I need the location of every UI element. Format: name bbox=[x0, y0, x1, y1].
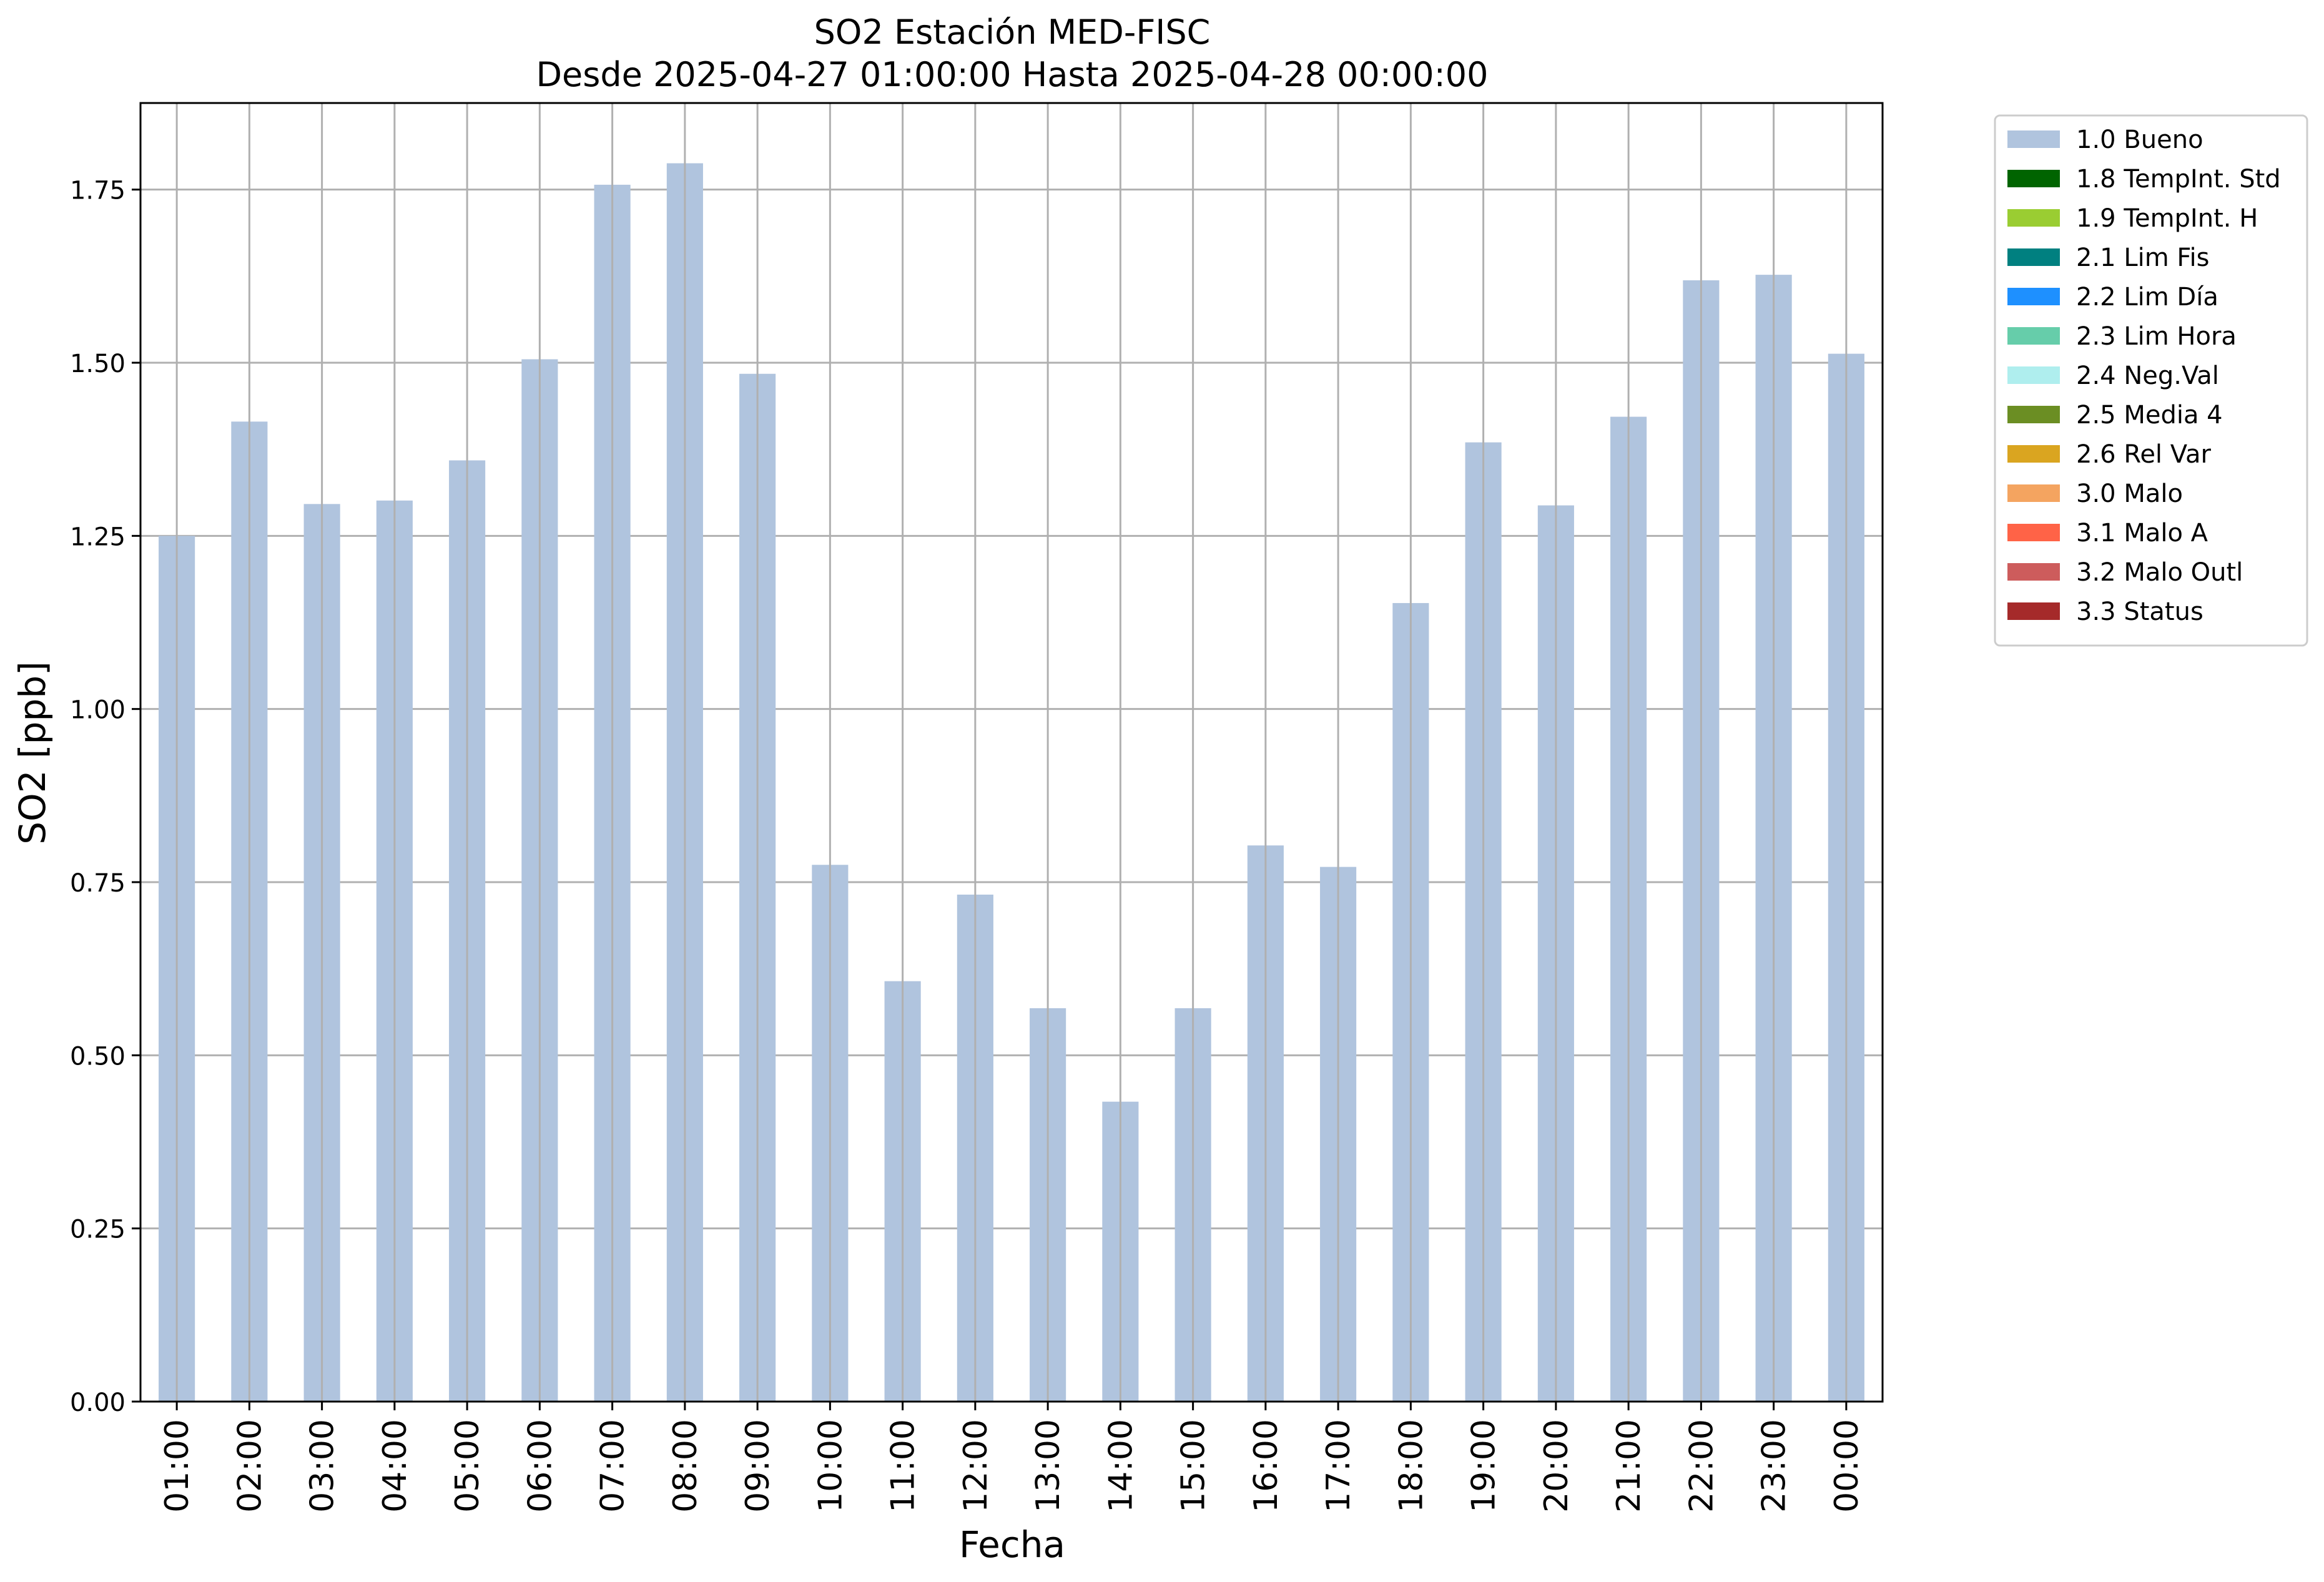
legend-swatch bbox=[2007, 484, 2060, 502]
legend-label: 2.3 Lim Hora bbox=[2076, 322, 2237, 351]
x-tick-label: 18:00 bbox=[1392, 1419, 1430, 1513]
chart-subtitle: Desde 2025-04-27 01:00:00 Hasta 2025-04-… bbox=[536, 55, 1488, 94]
legend-label: 2.2 Lim Día bbox=[2076, 283, 2218, 312]
x-tick-label: 15:00 bbox=[1175, 1419, 1213, 1513]
x-tick-label: 00:00 bbox=[1828, 1419, 1866, 1513]
legend-label: 2.4 Neg.Val bbox=[2076, 361, 2219, 390]
x-tick-label: 13:00 bbox=[1030, 1419, 1067, 1513]
x-tick-label: 22:00 bbox=[1683, 1419, 1720, 1513]
x-tick-label: 02:00 bbox=[231, 1419, 268, 1513]
x-tick-label: 14:00 bbox=[1102, 1419, 1140, 1513]
legend-swatch bbox=[2007, 248, 2060, 266]
x-tick-label: 03:00 bbox=[304, 1419, 342, 1513]
x-tick-label: 07:00 bbox=[594, 1419, 632, 1513]
legend-swatch bbox=[2007, 209, 2060, 227]
x-tick-label: 20:00 bbox=[1538, 1419, 1575, 1513]
y-tick-label: 0.00 bbox=[70, 1388, 126, 1417]
legend-swatch bbox=[2007, 445, 2060, 463]
legend-label: 3.1 Malo A bbox=[2076, 519, 2208, 548]
y-tick-label: 1.25 bbox=[70, 523, 126, 551]
x-tick-label: 21:00 bbox=[1610, 1419, 1648, 1513]
legend-label: 3.3 Status bbox=[2076, 597, 2203, 626]
legend-label: 2.5 Media 4 bbox=[2076, 401, 2223, 430]
legend-label: 3.2 Malo Outl bbox=[2076, 558, 2243, 587]
legend-label: 1.8 TempInt. Std bbox=[2076, 165, 2281, 194]
x-tick-label: 23:00 bbox=[1756, 1419, 1793, 1513]
x-tick-label: 17:00 bbox=[1320, 1419, 1357, 1513]
y-tick-label: 0.75 bbox=[70, 869, 126, 898]
legend-box bbox=[1994, 114, 2308, 647]
x-tick-label: 05:00 bbox=[449, 1419, 486, 1513]
legend-label: 3.0 Malo bbox=[2076, 479, 2183, 508]
grid-lines bbox=[140, 189, 1883, 1403]
x-tick-label: 11:00 bbox=[885, 1419, 922, 1513]
x-tick-label: 08:00 bbox=[667, 1419, 704, 1513]
vertical-grid-lines bbox=[175, 103, 1848, 1402]
y-tick-label: 0.25 bbox=[70, 1216, 126, 1244]
x-tick-label: 16:00 bbox=[1248, 1419, 1285, 1513]
y-axis: 0.00 0.25 0.50 0.75 1.00 1.25 1.50 1.75 bbox=[70, 177, 140, 1417]
x-tick-label: 04:00 bbox=[377, 1419, 414, 1513]
y-tick-label: 1.75 bbox=[70, 177, 126, 205]
x-tick-label: 01:00 bbox=[159, 1419, 196, 1513]
y-tick-label: 0.50 bbox=[70, 1042, 126, 1071]
legend-swatch bbox=[2007, 327, 2060, 345]
x-tick-label: 09:00 bbox=[739, 1419, 777, 1513]
plot-frame bbox=[139, 102, 1884, 1403]
x-axis-label: Fecha bbox=[959, 1523, 1065, 1566]
x-axis: 01:00 02:00 03:00 04:00 05:00 06:00 07:00 08:00… bbox=[159, 1402, 1866, 1513]
legend-label: 2.6 Rel Var bbox=[2076, 440, 2212, 469]
x-tick-label: 06:00 bbox=[521, 1419, 559, 1513]
x-tick-label: 12:00 bbox=[957, 1419, 995, 1513]
legend-label: 1.0 Bueno bbox=[2076, 125, 2203, 154]
y-axis-label: SO2 [ppb] bbox=[11, 661, 54, 845]
legend-swatch bbox=[2007, 170, 2060, 187]
legend: 1.0 Bueno 1.8 TempInt. Std 1.9 TempInt. H 2… bbox=[1994, 114, 2308, 647]
chart-title: SO2 Estación MED-FISC bbox=[814, 12, 1211, 52]
x-tick-label: 10:00 bbox=[812, 1419, 849, 1513]
legend-label: 2.1 Lim Fis bbox=[2076, 243, 2209, 272]
legend-swatch bbox=[2007, 524, 2060, 541]
y-tick-label: 1.50 bbox=[70, 350, 126, 378]
y-tick-label: 1.00 bbox=[70, 696, 126, 725]
legend-swatch bbox=[2007, 406, 2060, 423]
legend-swatch bbox=[2007, 288, 2060, 305]
legend-swatch bbox=[2007, 602, 2060, 620]
legend-label: 1.9 TempInt. H bbox=[2076, 204, 2258, 233]
x-tick-label: 19:00 bbox=[1465, 1419, 1503, 1513]
legend-swatch bbox=[2007, 130, 2060, 148]
legend-swatch bbox=[2007, 366, 2060, 384]
legend-swatch bbox=[2007, 563, 2060, 581]
